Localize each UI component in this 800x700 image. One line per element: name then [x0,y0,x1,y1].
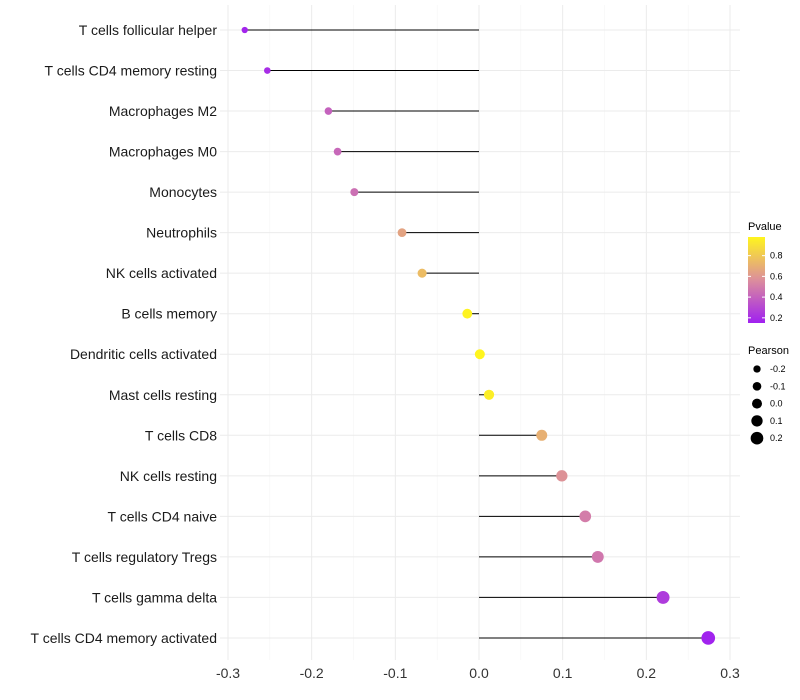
color-legend-label: 0.6 [770,271,783,281]
color-legend-label: 0.4 [770,292,783,302]
y-tick-label: Monocytes [149,184,217,200]
y-tick-label: Macrophages M2 [109,103,217,119]
y-tick-label: Neutrophils [146,225,217,241]
lollipop-point [579,510,592,523]
x-tick-label: 0.1 [553,665,573,681]
lollipop-point [241,26,248,34]
x-tick-label: -0.2 [300,665,324,681]
y-tick-label: T cells CD4 memory resting [45,63,217,79]
y-tick-label: Dendritic cells activated [70,346,217,362]
x-tick-label: 0.2 [637,665,657,681]
size-legend-dot [752,381,762,391]
size-legend-label: -0.1 [770,381,786,391]
lollipop-point [591,550,604,563]
y-tick-label: T cells regulatory Tregs [72,549,217,565]
size-legend-label: 0.1 [770,416,783,426]
x-tick-label: 0.3 [720,665,740,681]
lollipop-point [333,147,342,156]
size-legend-dot [752,398,762,409]
size-legend-label: 0.0 [770,399,783,409]
color-legend-bar [748,237,765,323]
color-legend-label: 0.8 [770,251,783,261]
x-tick-label: -0.1 [383,665,407,681]
lollipop-point [474,349,485,360]
lollipop-point [483,389,495,400]
size-legend-dot [750,431,764,445]
y-tick-label: T cells gamma delta [92,589,217,605]
y-tick-label: T cells CD4 memory activated [31,630,217,646]
x-tick-label: -0.3 [216,665,240,681]
lollipop-point [264,67,271,74]
lollipop-point [536,429,548,441]
lollipop-point [324,107,333,115]
lollipop-point [350,188,359,197]
y-tick-label: Macrophages M0 [109,144,217,160]
lollipop-point [397,228,407,238]
y-tick-label: T cells CD4 naive [108,508,218,524]
lollipop-point [701,631,716,645]
y-tick-label: B cells memory [121,306,217,322]
lollipop-point [417,268,427,278]
size-legend-dot [751,415,763,427]
lollipop-point [462,308,473,319]
y-tick-label: NK cells activated [106,265,217,281]
y-tick-label: T cells CD8 [145,427,217,443]
color-legend-label: 0.2 [770,313,783,323]
color-legend-title: Pvalue [748,221,782,233]
lollipop-point [656,590,670,604]
size-legend-dot [753,365,761,373]
size-legend-title: Pearson [748,345,789,357]
size-legend-label: -0.2 [770,364,786,374]
x-tick-label: 0.0 [469,665,489,681]
size-legend-label: 0.2 [770,433,783,443]
lollipop-point [556,470,568,482]
y-tick-label: Mast cells resting [109,387,217,403]
y-tick-label: NK cells resting [120,468,217,484]
y-tick-label: T cells follicular helper [79,22,218,38]
